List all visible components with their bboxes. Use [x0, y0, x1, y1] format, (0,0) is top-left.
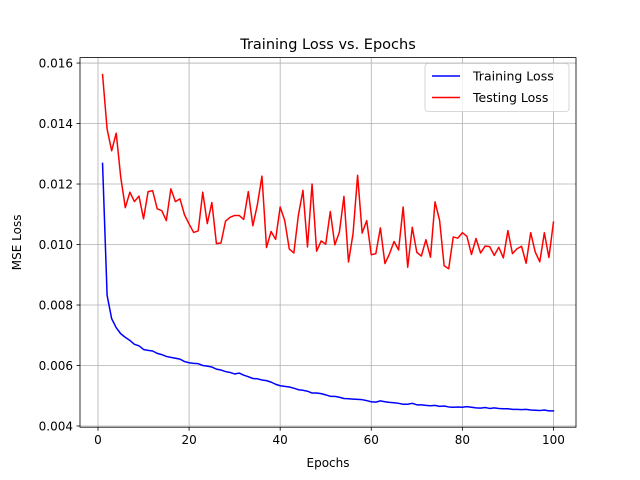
legend-label-training: Training Loss: [472, 69, 554, 84]
x-tick-label: 40: [273, 433, 288, 447]
legend-label-testing: Testing Loss: [472, 90, 548, 105]
x-axis-ticks: 0 20 40 60 80 100: [94, 427, 565, 447]
y-tick-label: 0.012: [39, 177, 73, 191]
y-axis-ticks: 0.004 0.006 0.008 0.010 0.012 0.014 0.016: [39, 56, 80, 433]
legend: Training Loss Testing Loss: [424, 63, 570, 112]
grid: [80, 57, 576, 428]
series-line-training-loss: [101, 162, 555, 412]
y-tick-label: 0.014: [39, 117, 73, 131]
series-line-testing-loss: [101, 73, 555, 270]
plot-frame: [79, 57, 577, 428]
x-tick-label: 80: [455, 433, 470, 447]
y-axis-label: MSE Loss: [10, 215, 24, 271]
y-tick-label: 0.016: [39, 56, 73, 70]
x-axis-label: Epochs: [307, 456, 350, 470]
y-tick-label: 0.004: [39, 419, 73, 433]
x-tick-label: 0: [94, 433, 102, 447]
y-tick-label: 0.008: [39, 298, 73, 312]
x-tick-label: 20: [181, 433, 196, 447]
y-tick-label: 0.010: [39, 238, 73, 252]
series-lines: [101, 73, 555, 412]
x-tick-label: 60: [364, 433, 379, 447]
x-tick-label: 100: [542, 433, 565, 447]
legend-box: [424, 63, 570, 112]
y-tick-label: 0.006: [39, 359, 73, 373]
chart-title: Training Loss vs. Epochs: [239, 37, 416, 53]
